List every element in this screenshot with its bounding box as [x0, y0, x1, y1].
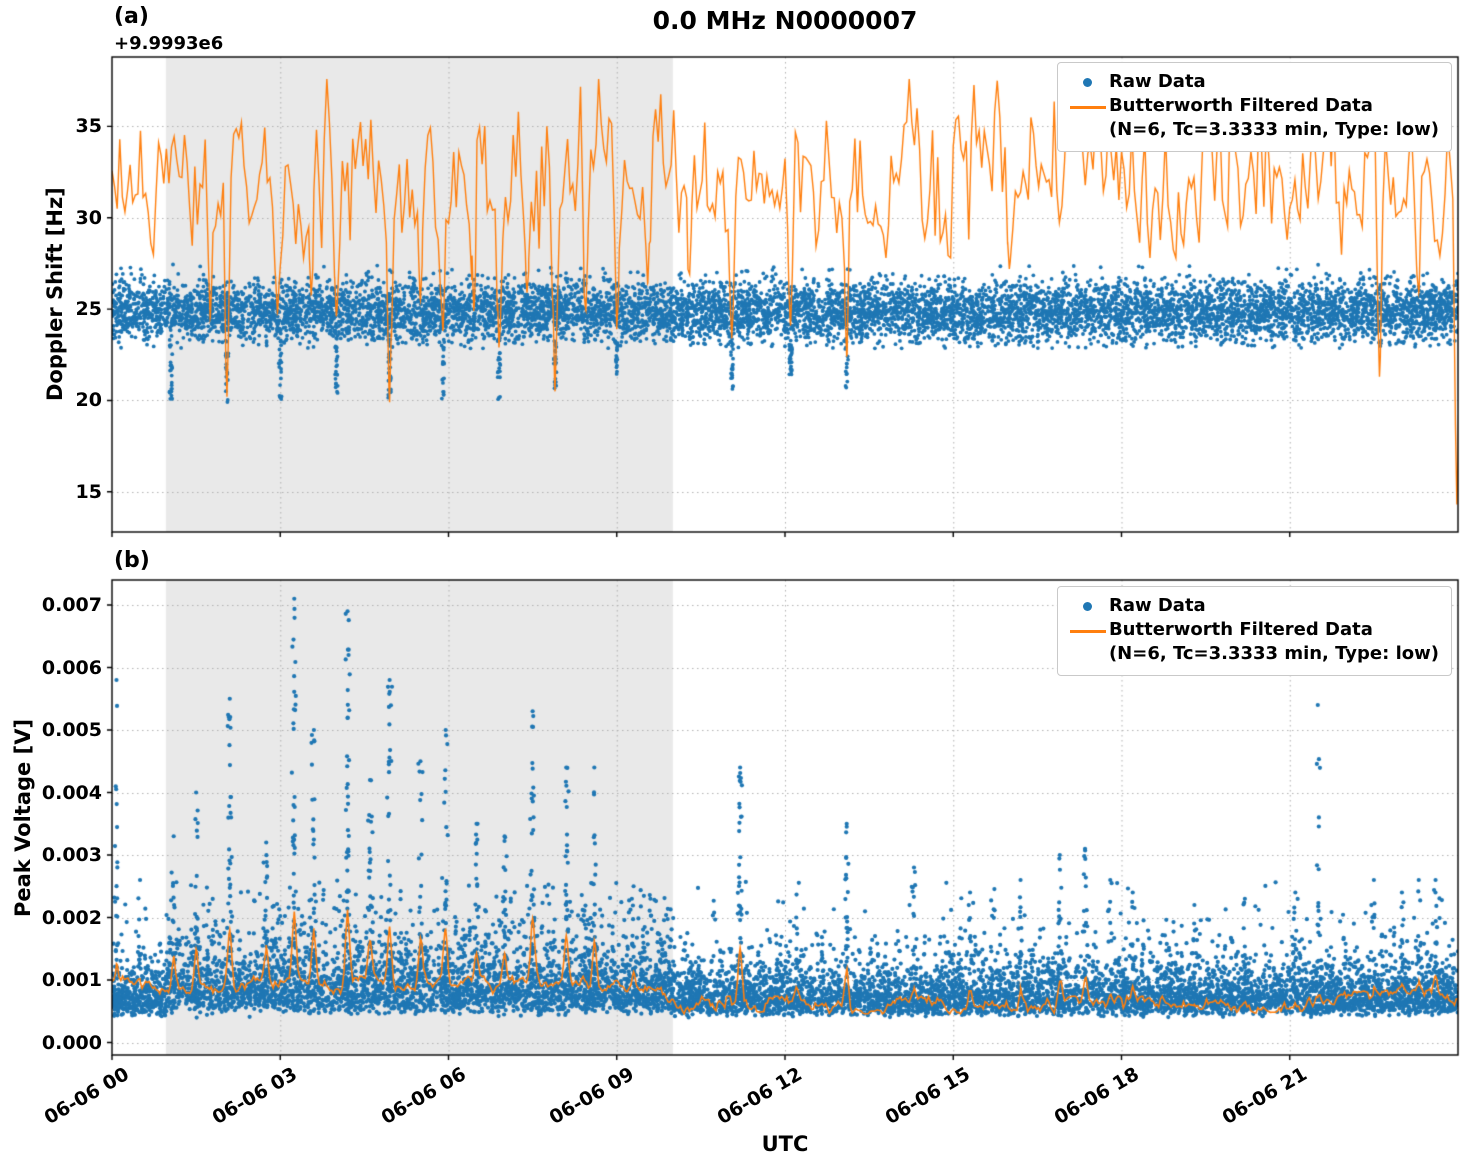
legend-raw-label: Raw Data	[1108, 595, 1206, 616]
y-axis-label-b: Peak Voltage [V]	[11, 718, 35, 917]
legend-handle	[1067, 70, 1109, 87]
legend-row-filtered: Butterworth Filtered Data (N=6, Tc=3.333…	[1067, 94, 1439, 142]
legend-filtered-line2: (N=6, Tc=3.3333 min, Type: low)	[1108, 119, 1439, 140]
legend-row-raw: Raw Data	[1067, 594, 1439, 618]
raw-marker	[1083, 602, 1093, 611]
legend-row-raw: Raw Data	[1067, 70, 1439, 94]
legend-filtered-line1: Butterworth Filtered Data	[1108, 619, 1373, 640]
panel-b-label: (b)	[114, 548, 150, 573]
legend-b: Raw Data Butterworth Filtered Data (N=6,…	[1056, 586, 1452, 676]
y-axis-label-a: Doppler Shift [Hz]	[43, 187, 67, 402]
legend-handle	[1067, 618, 1109, 633]
x-axis-label: UTC	[761, 1132, 809, 1156]
legend-filtered-label: Butterworth Filtered Data (N=6, Tc=3.333…	[1109, 94, 1439, 142]
legend-handle	[1067, 594, 1109, 611]
chart-title: 0.0 MHz N0000007	[652, 6, 918, 35]
raw-marker	[1083, 78, 1093, 87]
legend-filtered-line2: (N=6, Tc=3.3333 min, Type: low)	[1108, 643, 1439, 664]
y-axis-offset-label: +9.9993e6	[114, 33, 224, 54]
legend-raw-label: Raw Data	[1108, 71, 1206, 92]
legend-filtered-label: Butterworth Filtered Data (N=6, Tc=3.333…	[1109, 618, 1439, 666]
panel-a-label: (a)	[114, 4, 149, 29]
legend-row-filtered: Butterworth Filtered Data (N=6, Tc=3.333…	[1067, 618, 1439, 666]
filtered-marker	[1069, 106, 1106, 109]
filtered-marker	[1069, 630, 1106, 633]
legend-a: Raw Data Butterworth Filtered Data (N=6,…	[1056, 62, 1452, 152]
legend-filtered-line1: Butterworth Filtered Data	[1108, 95, 1373, 116]
legend-handle	[1067, 94, 1109, 109]
